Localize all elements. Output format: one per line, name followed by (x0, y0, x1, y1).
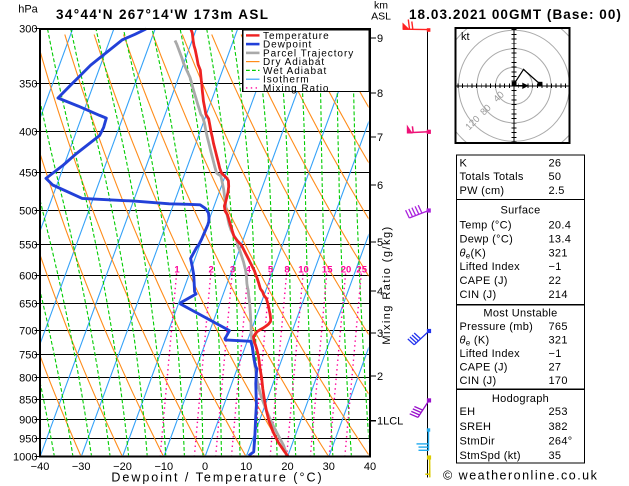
svg-text:Dewpoint: Dewpoint (263, 40, 312, 51)
svg-text:18.03.2021 00GMT (Base: 00): 18.03.2021 00GMT (Base: 00) (409, 7, 622, 22)
svg-text:20: 20 (341, 265, 352, 276)
svg-text:1000: 1000 (13, 451, 37, 463)
svg-text:750: 750 (19, 349, 37, 361)
svg-text:850: 850 (19, 394, 37, 406)
svg-text:7: 7 (377, 132, 383, 144)
svg-text:4: 4 (246, 265, 252, 276)
svg-text:km: km (374, 0, 388, 12)
svg-text:CIN (J): CIN (J) (460, 289, 497, 301)
svg-text:EH: EH (460, 406, 476, 418)
svg-text:© weatheronline.co.uk: © weatheronline.co.uk (443, 469, 598, 483)
svg-text:Wet Adiabat: Wet Adiabat (263, 66, 327, 77)
svg-text:400: 400 (19, 126, 37, 138)
svg-text:θe (K): θe (K) (460, 335, 490, 348)
svg-text:PW (cm): PW (cm) (460, 185, 505, 197)
svg-text:Dry Adiabat: Dry Adiabat (263, 57, 325, 68)
svg-text:1LCL: 1LCL (377, 416, 403, 428)
svg-text:5: 5 (268, 265, 274, 276)
svg-text:3: 3 (230, 265, 235, 276)
svg-text:θe(K): θe(K) (460, 247, 487, 260)
svg-text:Most Unstable: Most Unstable (483, 308, 557, 320)
svg-text:Dewpoint / Temperature (°C): Dewpoint / Temperature (°C) (111, 471, 323, 485)
svg-text:40: 40 (364, 461, 376, 473)
svg-text:Lifted Index: Lifted Index (460, 261, 521, 273)
svg-text:CIN (J): CIN (J) (460, 375, 497, 387)
svg-text:600: 600 (19, 270, 37, 282)
svg-text:StmSpd (kt): StmSpd (kt) (460, 450, 521, 462)
svg-text:300: 300 (19, 23, 37, 35)
svg-text:26: 26 (549, 157, 562, 169)
svg-text:−1: −1 (549, 261, 562, 273)
svg-text:20.4: 20.4 (549, 220, 572, 232)
svg-text:382: 382 (549, 421, 568, 433)
svg-text:StmDir: StmDir (460, 435, 495, 447)
svg-text:CAPE (J): CAPE (J) (460, 362, 508, 374)
svg-text:50: 50 (549, 171, 562, 183)
svg-text:500: 500 (19, 205, 37, 217)
svg-text:34°44'N 267°14'W 173m ASL: 34°44'N 267°14'W 173m ASL (56, 7, 269, 22)
svg-text:SREH: SREH (460, 421, 492, 433)
svg-text:2.5: 2.5 (549, 185, 565, 197)
svg-text:kt: kt (461, 31, 470, 43)
svg-text:hPa: hPa (18, 4, 38, 16)
svg-text:−10: −10 (154, 461, 173, 473)
svg-text:−30: −30 (72, 461, 91, 473)
svg-text:214: 214 (549, 289, 568, 301)
svg-text:22: 22 (549, 275, 562, 287)
svg-text:30: 30 (323, 461, 335, 473)
svg-text:950: 950 (19, 433, 37, 445)
svg-text:264°: 264° (549, 435, 573, 447)
svg-text:700: 700 (19, 325, 37, 337)
svg-text:321: 321 (549, 247, 568, 259)
svg-text:0: 0 (202, 461, 208, 473)
svg-text:8: 8 (284, 265, 289, 276)
svg-text:Dewp (°C): Dewp (°C) (460, 233, 514, 245)
svg-text:Totals Totals: Totals Totals (460, 171, 524, 183)
svg-text:Pressure (mb): Pressure (mb) (460, 321, 534, 333)
svg-text:Mixing Ratio: Mixing Ratio (263, 83, 329, 94)
svg-text:9: 9 (377, 33, 383, 45)
svg-text:Temperature: Temperature (263, 31, 330, 42)
svg-text:800: 800 (19, 372, 37, 384)
svg-text:20: 20 (281, 461, 293, 473)
svg-text:450: 450 (19, 167, 37, 179)
svg-text:ASL: ASL (371, 11, 391, 23)
svg-text:350: 350 (19, 78, 37, 90)
svg-text:253: 253 (549, 406, 568, 418)
svg-text:Parcel Trajectory: Parcel Trajectory (263, 48, 354, 59)
svg-text:Temp (°C): Temp (°C) (460, 220, 512, 232)
svg-text:Hodograph: Hodograph (492, 393, 549, 405)
svg-text:5: 5 (377, 237, 383, 249)
svg-text:Surface: Surface (500, 205, 540, 217)
svg-text:6: 6 (377, 180, 383, 192)
svg-text:−1: −1 (549, 348, 562, 360)
svg-text:Isotherm: Isotherm (263, 75, 310, 86)
svg-text:1: 1 (174, 265, 180, 276)
svg-text:170: 170 (549, 375, 568, 387)
svg-text:Mixing Ratio (g/kg): Mixing Ratio (g/kg) (381, 225, 393, 344)
svg-text:CAPE (J): CAPE (J) (460, 275, 508, 287)
svg-text:15: 15 (322, 265, 333, 276)
svg-text:K: K (460, 157, 468, 169)
svg-text:2: 2 (209, 265, 214, 276)
svg-text:10: 10 (240, 461, 252, 473)
svg-text:321: 321 (549, 335, 568, 347)
svg-text:8: 8 (377, 88, 383, 100)
svg-text:550: 550 (19, 239, 37, 251)
svg-text:10: 10 (298, 265, 309, 276)
svg-text:35: 35 (549, 450, 562, 462)
svg-text:25: 25 (356, 265, 367, 276)
svg-text:27: 27 (549, 362, 562, 374)
svg-text:650: 650 (19, 298, 37, 310)
svg-text:4: 4 (377, 286, 383, 298)
svg-text:−40: −40 (31, 461, 50, 473)
svg-text:900: 900 (19, 414, 37, 426)
svg-text:13.4: 13.4 (549, 233, 572, 245)
svg-text:Lifted Index: Lifted Index (460, 348, 521, 360)
svg-text:2: 2 (377, 371, 383, 383)
svg-text:−20: −20 (113, 461, 132, 473)
svg-text:3: 3 (377, 328, 383, 340)
svg-text:765: 765 (549, 321, 568, 333)
